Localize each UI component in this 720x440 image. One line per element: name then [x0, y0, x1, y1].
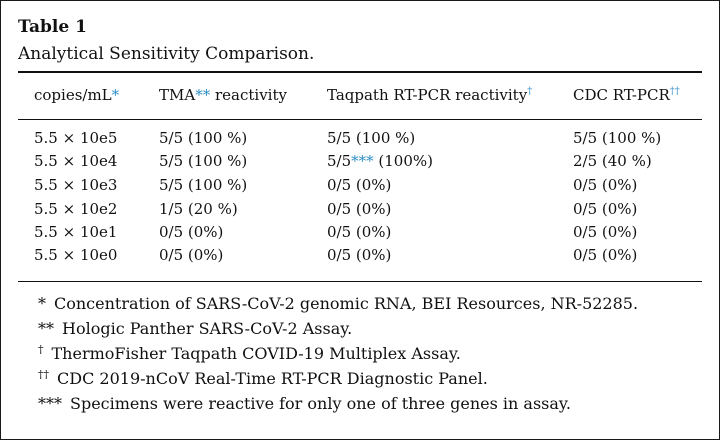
cell-r2-cdc: 2/5 (40 %) [573, 152, 652, 170]
cell-r2-taqpath-value: 5/5 [327, 152, 352, 170]
header-copies-marker: * [111, 86, 120, 104]
footnote: ** Hologic Panther SARS-CoV-2 Assay. [38, 316, 638, 341]
footnote-marker: ** [38, 319, 54, 338]
cell-r2-taqpath: 5/5*** (100%) [327, 152, 433, 170]
header-cdc-marker: †† [669, 86, 680, 97]
cell-r4-taqpath: 0/5 (0%) [327, 200, 392, 218]
cell-r2-taqpath-suffix: (100%) [373, 152, 433, 170]
header-copies-label: copies/mL [34, 86, 112, 104]
header-tma-label: TMA [159, 86, 196, 104]
footnote-text: CDC 2019-nCoV Real-Time RT-PCR Diagnosti… [57, 369, 488, 388]
footnote: † ThermoFisher Taqpath COVID-19 Multiplex… [38, 343, 461, 363]
footnotes: * Concentration of SARS-CoV-2 genomic RNA… [38, 291, 638, 416]
cell-r4-copies: 5.5 × 10e2 [34, 200, 118, 218]
cell-r5-copies: 5.5 × 10e1 [34, 223, 118, 241]
cell-r6-cdc: 0/5 (0%) [573, 246, 638, 264]
cell-r3-tma: 5/5 (100 %) [159, 176, 248, 194]
header-cdc-label: CDC RT-PCR [573, 86, 670, 104]
cell-r1-cdc: 5/5 (100 %) [573, 129, 662, 147]
header-tma: TMA** reactivity [159, 86, 287, 104]
footnote-text: ThermoFisher Taqpath COVID-19 Multiplex … [51, 344, 461, 363]
footnote: *** Specimens were reactive for only one … [38, 391, 638, 416]
cell-r5-taqpath: 0/5 (0%) [327, 223, 392, 241]
cell-r3-taqpath: 0/5 (0%) [327, 176, 392, 194]
footnote-text: Concentration of SARS-CoV-2 genomic RNA,… [54, 294, 639, 313]
footnote: †† CDC 2019-nCoV Real-Time RT-PCR Diagnos… [38, 368, 488, 388]
footnote-marker: *** [38, 394, 62, 413]
cell-r2-copies: 5.5 × 10e4 [34, 152, 118, 170]
cell-r2-taqpath-marker: *** [351, 152, 374, 170]
footnote-text: Hologic Panther SARS-CoV-2 Assay. [62, 319, 353, 338]
header-rule [18, 119, 702, 120]
header-tma-marker: ** [195, 86, 211, 104]
cell-r3-copies: 5.5 × 10e3 [34, 176, 118, 194]
header-tma-suffix: reactivity [210, 86, 287, 104]
cell-r1-copies: 5.5 × 10e5 [34, 129, 118, 147]
cell-r4-tma: 1/5 (20 %) [159, 200, 238, 218]
header-taqpath-marker: † [527, 86, 533, 97]
top-rule [18, 71, 702, 73]
cell-r4-cdc: 0/5 (0%) [573, 200, 638, 218]
cell-r6-taqpath: 0/5 (0%) [327, 246, 392, 264]
cell-r6-copies: 5.5 × 10e0 [34, 246, 118, 264]
header-taqpath: Taqpath RT-PCR reactivity† [327, 86, 532, 104]
header-cdc: CDC RT-PCR†† [573, 86, 680, 104]
cell-r6-tma: 0/5 (0%) [159, 246, 224, 264]
table-caption: Analytical Sensitivity Comparison. [18, 44, 315, 64]
cell-r3-cdc: 0/5 (0%) [573, 176, 638, 194]
cell-r2-tma: 5/5 (100 %) [159, 152, 248, 170]
header-taqpath-label: Taqpath RT-PCR reactivity [327, 86, 528, 104]
table-title: Table 1 [18, 17, 87, 37]
cell-r1-tma: 5/5 (100 %) [159, 129, 248, 147]
cell-r5-cdc: 0/5 (0%) [573, 223, 638, 241]
footnote-text: Specimens were reactive for only one of … [70, 394, 571, 413]
footnote: * Concentration of SARS-CoV-2 genomic RNA… [38, 291, 638, 316]
footnote-marker: * [38, 294, 46, 313]
bottom-rule [18, 281, 702, 282]
cell-r5-tma: 0/5 (0%) [159, 223, 224, 241]
cell-r1-taqpath: 5/5 (100 %) [327, 129, 416, 147]
header-copies: copies/mL* [34, 86, 119, 104]
